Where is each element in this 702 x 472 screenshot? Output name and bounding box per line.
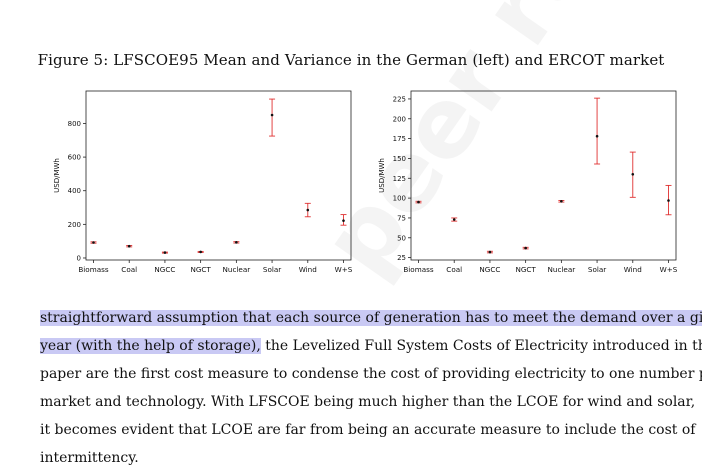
- paragraph-line: it becomes evident that LCOE are far fro…: [40, 416, 695, 444]
- paragraph-line: paper are the first cost measure to cond…: [40, 360, 702, 388]
- x-tick-label: Coal: [446, 265, 462, 274]
- error-bar-coal: [451, 217, 458, 222]
- y-tick-label: 100: [393, 195, 406, 203]
- paragraph-line: straightforward assumption that each sou…: [40, 304, 702, 332]
- paragraph-text: paper are the first cost measure to cond…: [40, 366, 702, 382]
- y-tick-label: 225: [393, 95, 406, 103]
- mean-point: [417, 200, 420, 204]
- mean-point: [270, 113, 274, 117]
- mean-point: [524, 246, 527, 250]
- x-tick-label: Wind: [299, 265, 317, 274]
- y-tick-label: 150: [393, 155, 406, 163]
- body-paragraph: straightforward assumption that each sou…: [40, 304, 702, 472]
- error-bar-w-s: [665, 184, 672, 216]
- plot-frame: [410, 90, 677, 261]
- paragraph-text: market and technology. With LFSCOE being…: [40, 394, 696, 410]
- x-tick-label: Biomass: [78, 265, 108, 274]
- mean-point: [488, 250, 492, 254]
- x-tick-label: Nuclear: [548, 265, 576, 274]
- error-bar-ngcc: [161, 251, 168, 254]
- y-tick-label: 400: [68, 187, 81, 195]
- error-bar-biomass: [415, 200, 422, 204]
- x-tick-label: NGCC: [479, 265, 500, 274]
- mean-point: [452, 218, 456, 221]
- mean-point: [306, 208, 310, 212]
- mean-point: [235, 241, 238, 244]
- y-tick-label: 25: [397, 254, 406, 262]
- y-tick-label: 800: [68, 120, 81, 128]
- highlighted-text: year (with the help of storage),: [40, 338, 261, 354]
- mean-point: [560, 199, 563, 203]
- mean-point: [342, 219, 345, 222]
- x-tick-label: Coal: [121, 265, 137, 274]
- x-tick-label: W+S: [660, 265, 678, 274]
- paragraph-text: it becomes evident that LCOE are far fro…: [40, 422, 696, 438]
- error-bar-solar: [269, 98, 276, 137]
- german-errorbar-chart: 0 200 400 600 800 Biomass Coal NGCC NGCT Nuclear S…: [53, 90, 353, 274]
- y-axis-label: USD/MWh: [378, 158, 386, 193]
- x-tick-label: Wind: [624, 265, 642, 274]
- mean-point: [199, 250, 202, 254]
- error-bar-w-s: [340, 214, 347, 226]
- mean-point: [631, 173, 635, 176]
- ercot-errorbar-chart: 25 50 75 100 125 150 175 200 225 Biomass Coal NGCC N…: [378, 90, 678, 274]
- mean-point: [667, 199, 670, 202]
- paragraph-text: the Levelized Full System Costs of Elect…: [260, 338, 702, 354]
- paragraph-text: intermittency.: [40, 450, 139, 466]
- x-tick-label: Nuclear: [223, 265, 251, 274]
- error-bar-biomass: [90, 241, 97, 244]
- error-bar-wind: [629, 151, 636, 198]
- paragraph-line: year (with the help of storage), the Lev…: [40, 332, 702, 360]
- x-tick-label: NGCC: [154, 265, 175, 274]
- y-tick-label: 600: [68, 154, 81, 162]
- error-bar-nuclear: [558, 199, 565, 203]
- y-tick-label: 0: [77, 254, 81, 262]
- x-tick-label: Solar: [588, 265, 606, 274]
- x-tick-label: Biomass: [403, 265, 433, 274]
- error-bar-coal: [126, 244, 133, 248]
- y-tick-label: 125: [393, 175, 406, 183]
- x-tick-label: NGCT: [515, 265, 536, 274]
- figure-caption: Figure 5: LFSCOE95 Mean and Variance in …: [37, 51, 665, 69]
- paragraph-line: market and technology. With LFSCOE being…: [40, 388, 695, 416]
- y-tick-label: 200: [393, 115, 406, 123]
- y-tick-label: 200: [68, 221, 81, 229]
- error-bar-ngct: [522, 246, 529, 250]
- mean-point: [595, 134, 599, 138]
- mean-point: [163, 251, 167, 254]
- y-tick-label: 75: [397, 214, 406, 222]
- y-tick-label: 175: [393, 135, 406, 143]
- x-tick-label: NGCT: [190, 265, 211, 274]
- mean-point: [92, 241, 95, 244]
- y-tick-label: 50: [397, 234, 406, 242]
- y-axis-label: USD/MWh: [53, 158, 61, 193]
- x-tick-label: Solar: [263, 265, 281, 274]
- error-bar-solar: [594, 97, 601, 165]
- error-bar-ngcc: [486, 250, 493, 254]
- error-bar-wind: [304, 202, 311, 218]
- plot-frame: [85, 90, 352, 261]
- highlighted-text: straightforward assumption that each sou…: [40, 310, 702, 326]
- error-bar-nuclear: [233, 241, 240, 244]
- x-tick-label: W+S: [335, 265, 353, 274]
- error-bar-ngct: [197, 250, 204, 254]
- mean-point: [127, 244, 131, 248]
- paragraph-line: intermittency.: [40, 444, 686, 472]
